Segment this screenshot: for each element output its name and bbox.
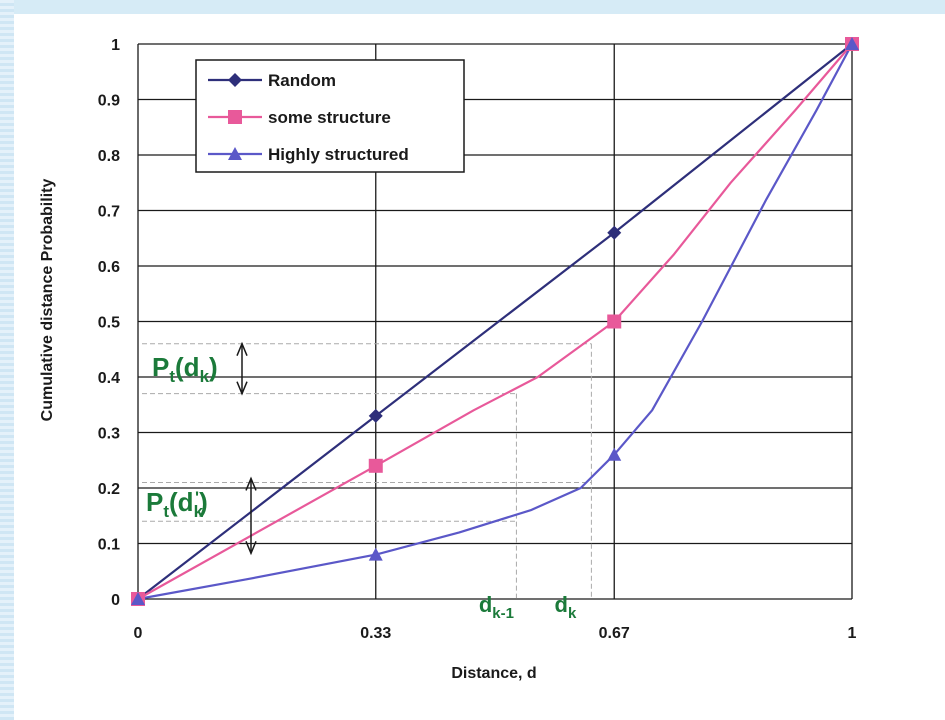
- y-tick-label: 0.6: [98, 259, 120, 276]
- data-point: [845, 37, 859, 50]
- legend-marker: [228, 147, 242, 160]
- y-tick-label: 0.5: [98, 315, 120, 332]
- guide-lines: [142, 343, 592, 599]
- pt-dk-arrow-tail: [236, 381, 248, 396]
- legend-label: some structure: [268, 108, 391, 127]
- top-border: [0, 0, 945, 14]
- legend: Random some structure Highly structured: [195, 59, 465, 173]
- legend-marker: [228, 110, 242, 124]
- pt-dk-prime-label: Pt(dk'): [146, 487, 208, 521]
- legend-label: Highly structured: [268, 145, 409, 164]
- y-tick-label: 1: [111, 37, 120, 54]
- y-tick-label: 0.1: [98, 537, 120, 554]
- pt-dk-label: Pt(dk): [152, 352, 218, 386]
- grid-layer: [137, 43, 853, 600]
- legend-marker: [228, 73, 242, 87]
- annotations: Pt(dk) Pt(dk') dk-1 dk: [146, 341, 577, 622]
- left-border-stripe: [0, 0, 14, 720]
- pt-dk-prime-arrow-head: [245, 476, 257, 491]
- series-line: [137, 43, 853, 601]
- x-axis-title: Distance, d: [451, 665, 536, 682]
- chart-background: [14, 14, 945, 720]
- dk-label: dk: [554, 592, 576, 622]
- data-point: [131, 592, 145, 605]
- y-tick-label: 0.9: [98, 93, 120, 110]
- legend-label: Random: [268, 71, 336, 90]
- data-point: [607, 447, 622, 461]
- y-tick-label: 0: [111, 592, 120, 609]
- data-point: [368, 547, 383, 561]
- x-tick-label: 1: [848, 625, 857, 642]
- pt-dk-arrow-head: [236, 341, 248, 356]
- data-point: [607, 314, 622, 329]
- series-layer: [131, 37, 859, 606]
- y-axis-title: Cumulative distance Probability: [39, 179, 56, 422]
- x-tick-label: 0.33: [360, 625, 391, 642]
- y-tick-label: 0.4: [98, 370, 120, 387]
- dk-minus-1-label: dk-1: [479, 592, 514, 622]
- y-tick-label: 0.2: [98, 481, 120, 498]
- x-tick-labels: 0 0.33 0.67 1: [134, 625, 857, 642]
- x-tick-label: 0.67: [599, 625, 630, 642]
- y-tick-label: 0.7: [98, 204, 120, 221]
- y-tick-labels: 0 0.1 0.2 0.3 0.4 0.5 0.6 0.7 0.8 0.9 1: [98, 37, 120, 609]
- y-tick-label: 0.3: [98, 426, 120, 443]
- y-tick-label: 0.8: [98, 148, 120, 165]
- data-point: [368, 408, 383, 423]
- pt-dk-prime-arrow-tail: [245, 541, 257, 556]
- data-point: [368, 458, 383, 473]
- data-point: [607, 225, 622, 240]
- x-tick-label: 0: [134, 625, 143, 642]
- series-line: [137, 43, 853, 600]
